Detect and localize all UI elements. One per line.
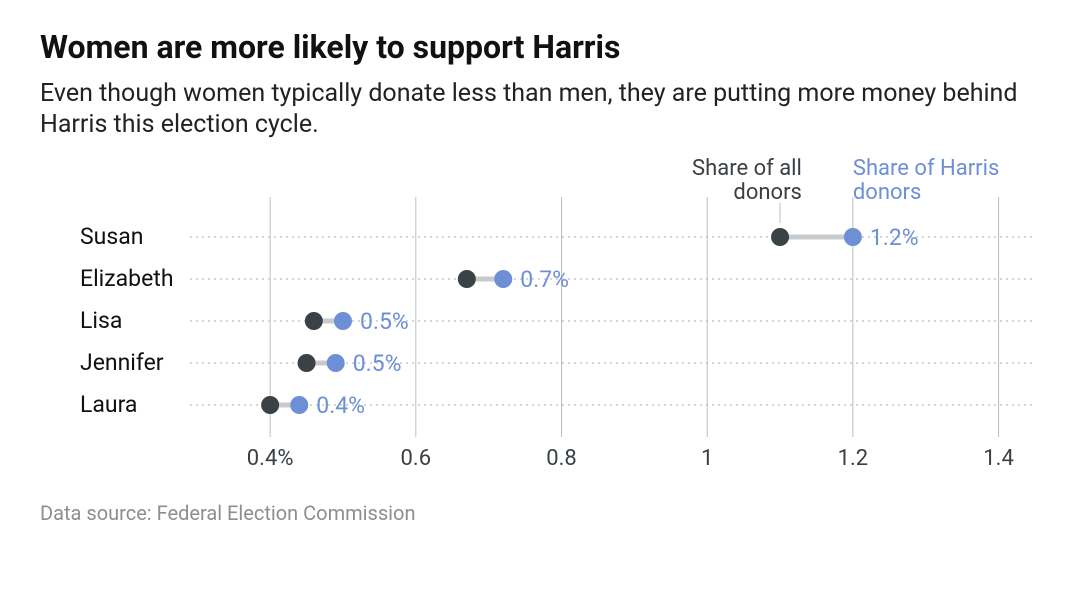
legend-all-line2: donors: [733, 180, 801, 205]
value-label: 0.4%: [316, 392, 365, 419]
x-tick-label: 1: [701, 446, 713, 471]
dot-harris-donors: [334, 312, 352, 330]
dot-all-donors: [298, 354, 316, 372]
dot-all-donors: [261, 396, 279, 414]
dot-range-chart: Susan 1.2% Elizabeth 0.7% Lisa 0.5% Jennifer 0.…: [40, 151, 1040, 491]
legend-all-line1: Share of all: [692, 156, 802, 181]
x-tick-label: 0.6: [401, 446, 432, 471]
row-label: Jennifer: [80, 349, 164, 376]
dot-all-donors: [458, 270, 476, 288]
chart-container: Susan 1.2% Elizabeth 0.7% Lisa 0.5% Jennifer 0.…: [40, 151, 1040, 491]
value-label: 1.2%: [870, 224, 919, 251]
legend-harris-line2: donors: [853, 180, 921, 205]
page-subtitle: Even though women typically donate less …: [40, 78, 1040, 141]
dot-all-donors: [305, 312, 323, 330]
x-tick-label: 0.4%: [247, 446, 294, 471]
x-tick-label: 1.2: [838, 446, 869, 471]
x-tick-label: 0.8: [546, 446, 577, 471]
dot-harris-donors: [290, 396, 308, 414]
dot-all-donors: [771, 228, 789, 246]
row-label: Lisa: [80, 307, 122, 334]
value-label: 0.5%: [353, 350, 402, 377]
dot-harris-donors: [844, 228, 862, 246]
x-tick-label: 1.4: [983, 446, 1014, 471]
page-title: Women are more likely to support Harris: [40, 28, 1040, 66]
dot-harris-donors: [494, 270, 512, 288]
row-label: Elizabeth: [80, 265, 173, 292]
legend-harris-line1: Share of Harris: [853, 156, 999, 181]
value-label: 0.5%: [360, 308, 409, 335]
value-label: 0.7%: [520, 266, 569, 293]
row-label: Susan: [80, 223, 143, 250]
source-text: Data source: Federal Election Commission: [40, 501, 1040, 525]
row-label: Laura: [80, 391, 137, 418]
dot-harris-donors: [327, 354, 345, 372]
